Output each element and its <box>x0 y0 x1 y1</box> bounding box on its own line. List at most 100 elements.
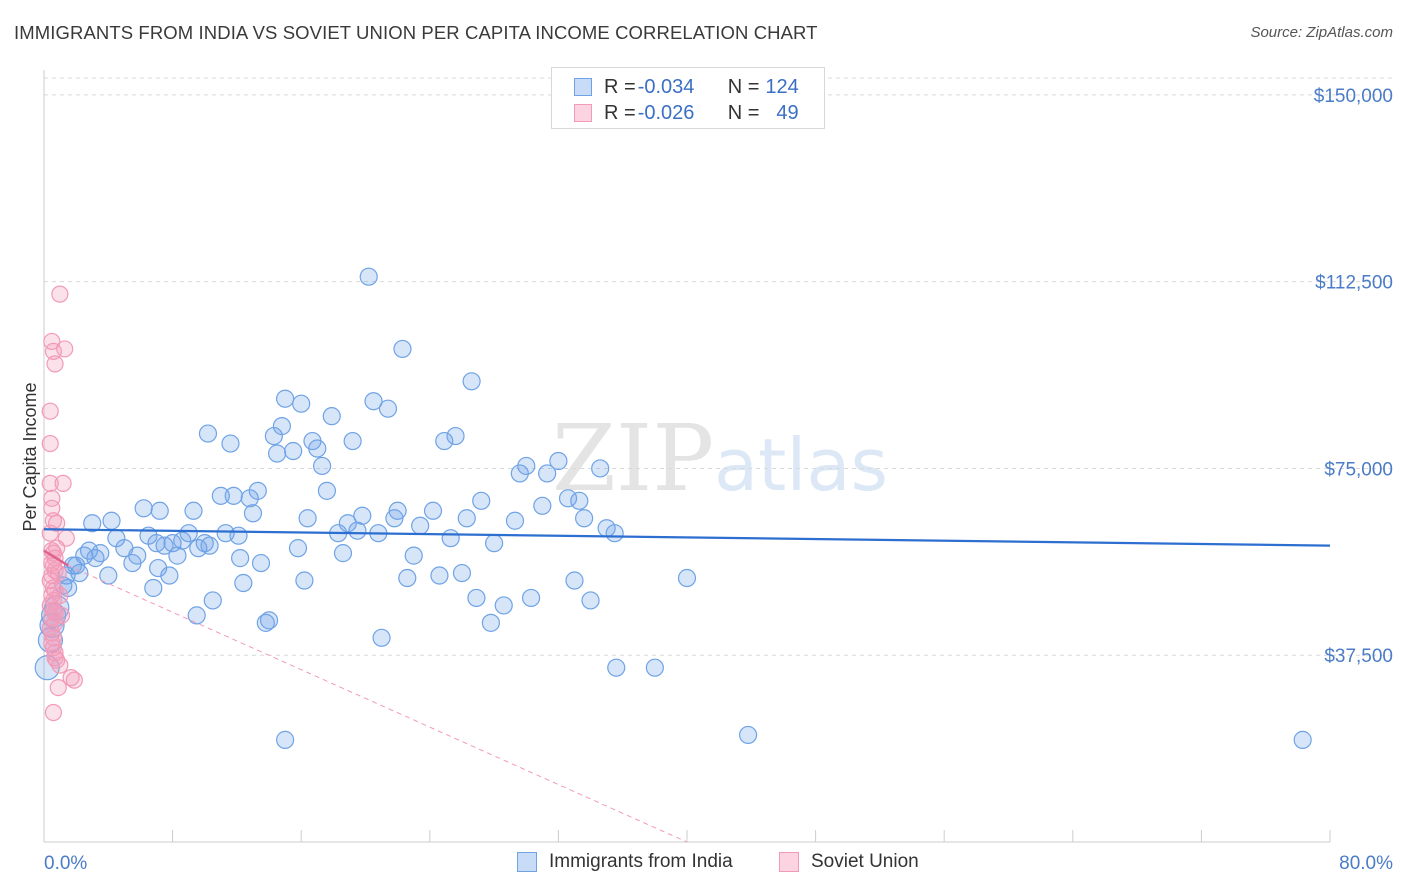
soviet-point <box>51 656 69 674</box>
india-point <box>472 491 491 510</box>
india-point <box>292 394 311 413</box>
india-point <box>83 514 102 533</box>
india-point <box>452 563 472 583</box>
india-point <box>198 424 218 443</box>
legend-swatch-soviet <box>574 104 592 122</box>
india-point <box>150 501 169 520</box>
india-point <box>173 531 192 550</box>
india-point <box>79 541 99 560</box>
soviet-point <box>46 355 64 373</box>
india-point <box>91 544 110 563</box>
india-point <box>353 506 372 525</box>
soviet-points <box>41 285 83 722</box>
india-point <box>256 613 275 632</box>
india-point <box>343 431 362 451</box>
india-point <box>494 596 513 615</box>
india-point <box>298 509 317 528</box>
legend-n-label: N = <box>727 101 760 124</box>
india-point <box>565 571 584 590</box>
trend-lines <box>43 528 1331 843</box>
soviet-point <box>46 561 64 580</box>
india-point <box>510 464 529 483</box>
soviet-point <box>43 489 61 507</box>
india-point <box>549 451 568 471</box>
india-point <box>259 611 279 630</box>
india-point <box>505 511 525 530</box>
india-point <box>364 392 383 411</box>
y-tick-label: $75,000 <box>1324 459 1393 480</box>
india-point <box>288 539 308 558</box>
india-point <box>738 725 758 745</box>
india-point <box>317 481 337 500</box>
soviet-point <box>41 434 59 453</box>
india-point <box>128 546 147 565</box>
chart-title: IMMIGRANTS FROM INDIA VS SOVIET UNION PE… <box>14 22 818 43</box>
india-point <box>338 514 357 533</box>
india-point <box>243 504 263 523</box>
india-point <box>607 658 626 677</box>
india-point <box>221 434 240 453</box>
soviet-point <box>51 285 69 303</box>
india-point <box>149 558 168 578</box>
legend-item-india[interactable]: Immigrants from India <box>517 851 733 873</box>
soviet-point <box>65 671 83 689</box>
source-attribution: Source: ZipAtlas.com <box>1250 24 1393 41</box>
india-point <box>195 534 214 553</box>
legend-label-soviet: Soviet Union <box>811 851 919 872</box>
india-point <box>224 486 243 505</box>
india-point <box>211 486 230 505</box>
india-point <box>677 568 697 588</box>
india-point <box>446 426 465 446</box>
india-points <box>34 267 1312 749</box>
india-point <box>605 524 624 543</box>
india-point <box>134 499 153 518</box>
india-point <box>203 591 222 610</box>
india-point <box>333 544 353 563</box>
soviet-point <box>52 606 71 624</box>
india-point <box>411 516 430 535</box>
soviet-point <box>48 539 66 557</box>
india-point <box>485 534 504 553</box>
india-point <box>481 613 500 632</box>
india-point <box>231 549 250 568</box>
grid-lines <box>44 77 1394 656</box>
india-point <box>378 399 398 418</box>
india-point <box>187 606 206 625</box>
legend-row-soviet: R = -0.026 N = 49 <box>574 100 799 126</box>
india-point <box>533 496 552 515</box>
india-point <box>441 529 460 548</box>
india-point <box>248 481 267 500</box>
india-point <box>312 456 332 476</box>
india-point <box>538 464 557 483</box>
legend-item-soviet[interactable]: Soviet Union <box>779 851 919 873</box>
india-point <box>521 588 541 608</box>
india-point <box>67 556 86 575</box>
india-point <box>284 441 303 461</box>
legend-swatch-india <box>574 78 592 96</box>
soviet-point <box>56 340 74 358</box>
watermark-zip: ZIP <box>552 405 714 512</box>
india-point <box>388 501 407 520</box>
x-tick-label: 80.0% <box>1339 853 1393 874</box>
india-point <box>435 431 454 451</box>
legend-swatch-india <box>517 852 537 872</box>
soviet-point <box>44 342 63 361</box>
india-point <box>558 489 578 508</box>
india-point <box>200 536 219 555</box>
legend-r-value: -0.034 <box>637 75 695 98</box>
india-point <box>372 628 391 647</box>
india-point <box>144 578 163 598</box>
india-point <box>251 553 271 573</box>
india-point <box>322 407 341 426</box>
x-tick-labels: 0.0% 80.0% <box>44 853 1393 874</box>
soviet-point <box>41 402 59 420</box>
legend-n-value: 124 <box>765 75 799 98</box>
india-point <box>267 444 287 463</box>
y-tick-label: $37,500 <box>1324 646 1393 667</box>
india-point <box>276 730 295 749</box>
india-point <box>393 339 412 359</box>
legend-swatch-soviet <box>779 852 799 872</box>
india-point <box>308 439 327 458</box>
india-point <box>570 491 589 510</box>
